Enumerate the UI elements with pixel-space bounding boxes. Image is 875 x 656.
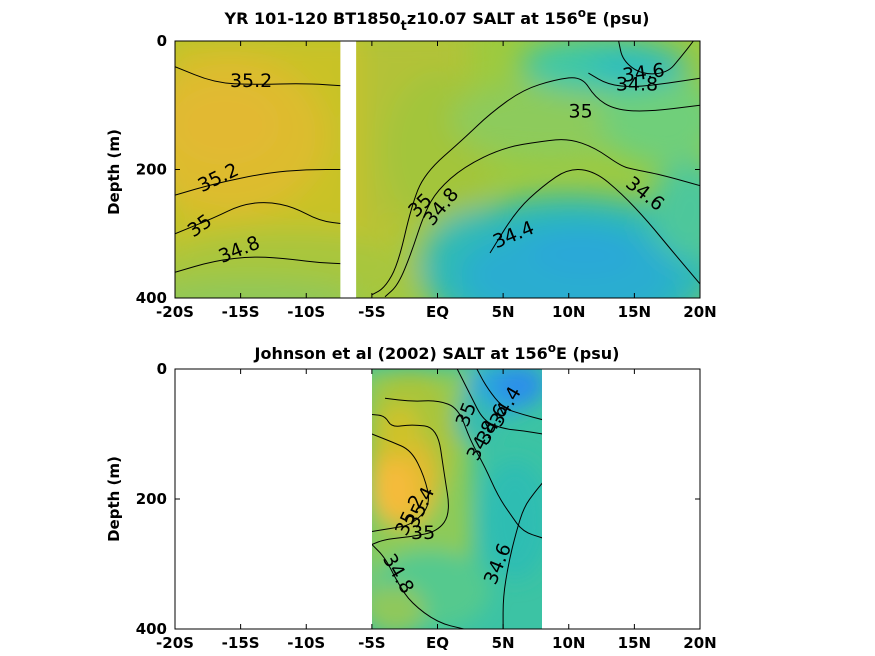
contour-line-35 <box>371 77 700 296</box>
chart-title-rest: z10.07 SALT at 156 <box>407 9 578 28</box>
x-tick-label: EQ <box>426 634 449 652</box>
contour-line-35.2 <box>175 66 346 87</box>
x-tick-label: 20N <box>683 303 716 321</box>
axes: -20S -15S -10S -5S EQ 5N 10N 15N 20N 0 200 400 <box>136 360 717 652</box>
x-tick-label: 15N <box>618 634 651 652</box>
x-tick-label: 10N <box>552 303 585 321</box>
x-tick-label: 5N <box>492 303 515 321</box>
contour-lines <box>372 369 542 629</box>
x-tick-label: 15N <box>618 303 651 321</box>
x-tick-label: -10S <box>287 634 325 652</box>
y-tick-label: 400 <box>136 620 167 638</box>
chart-title-unit: E (psu) <box>586 9 650 28</box>
chart-title-main: YR 101-120 BT1850 <box>224 9 401 28</box>
masked-region <box>340 41 357 298</box>
y-tick-label: 200 <box>136 161 167 179</box>
contour-line-34.6 <box>618 41 694 75</box>
chart-top: YR 101-120 BT1850tz10.07 SALT at 156oE (… <box>105 6 717 321</box>
chart-title: YR 101-120 BT1850tz10.07 SALT at 156oE (… <box>224 6 650 34</box>
x-tick-label: 10N <box>552 634 585 652</box>
x-tick-label: EQ <box>426 303 449 321</box>
chart-title-unit: E (psu) <box>556 344 620 363</box>
contour-line-34.8 <box>384 139 700 298</box>
contour-line-35 <box>175 202 346 235</box>
contour-line-34.8 <box>372 544 464 629</box>
y-axis-label: Depth (m) <box>105 456 123 542</box>
x-tick-label: -20S <box>156 634 194 652</box>
contour-label: 35.2 <box>230 70 272 92</box>
contour-line-35.2 <box>372 433 429 532</box>
contour-lines <box>175 41 700 298</box>
y-tick-label: 400 <box>136 289 167 307</box>
contour-line-35 <box>372 414 449 545</box>
x-tick-label: -20S <box>156 303 194 321</box>
y-axis-label: Depth (m) <box>105 129 123 215</box>
y-tick-label: 0 <box>157 360 167 378</box>
contour-line-35.2 <box>175 169 346 196</box>
contour-line-34.8 <box>588 72 700 88</box>
contour-line-34.4 <box>476 369 542 421</box>
y-tick-label: 0 <box>157 32 167 50</box>
x-tick-label: -15S <box>222 634 260 652</box>
y-tick-label: 200 <box>136 490 167 508</box>
contour-line-34.8 <box>175 256 346 273</box>
contour-label: 35 <box>411 522 435 544</box>
x-tick-label: -10S <box>287 303 325 321</box>
chart-bottom: Johnson et al (2002) SALT at 156oE (psu)… <box>105 341 717 652</box>
contour-line-34.6 <box>502 482 542 629</box>
x-tick-label: -15S <box>222 303 260 321</box>
contour-line-34.8 <box>384 397 542 539</box>
chart-title-superscript: o <box>578 6 586 20</box>
x-tick-label: 5N <box>492 634 515 652</box>
contour-line-34.6 <box>489 169 700 285</box>
x-tick-label: -5S <box>358 303 385 321</box>
chart-title-main: Johnson et al (2002) SALT at 156 <box>254 344 548 363</box>
axes: -20S -15S -10S -5S EQ 5N 10N 15N 20N 0 200 400 <box>136 32 717 321</box>
chart-title: Johnson et al (2002) SALT at 156oE (psu) <box>254 341 620 363</box>
contour-label: 35 <box>569 101 593 123</box>
contour-label: 34.8 <box>616 74 658 96</box>
x-tick-label: -5S <box>358 634 385 652</box>
x-tick-label: 20N <box>683 634 716 652</box>
chart-title-subscript: t <box>401 19 407 34</box>
chart-title-superscript: o <box>548 341 556 355</box>
contour-line-34.6 <box>456 369 542 435</box>
